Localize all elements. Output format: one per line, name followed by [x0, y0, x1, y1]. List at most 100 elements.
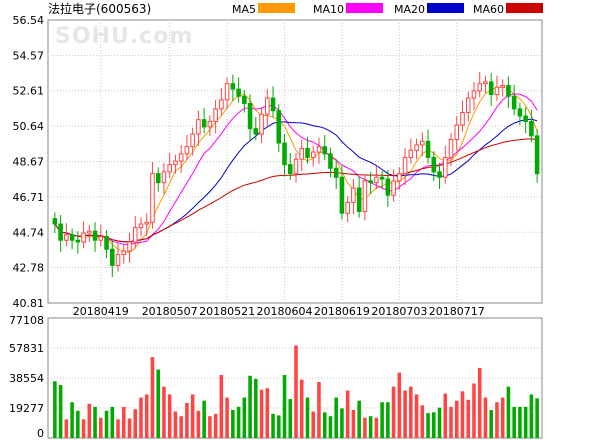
candle-body-up: [173, 160, 178, 166]
volume-bar: [254, 378, 258, 438]
candle-body-up: [64, 234, 69, 241]
volume-bar: [127, 418, 132, 438]
volume-bar: [512, 406, 516, 438]
candle-body-up: [87, 230, 92, 234]
volume-bar: [156, 369, 160, 438]
legend-swatch-ma20: [427, 3, 464, 13]
volume-bar: [294, 345, 298, 438]
candle-body-up: [127, 241, 132, 252]
candle-body-down: [201, 119, 207, 128]
volume-bar: [454, 400, 459, 438]
candle-body-down: [529, 120, 534, 137]
date-tick-label: 20180419: [73, 305, 129, 318]
candle-body-up: [224, 83, 230, 101]
candle-body-up: [316, 146, 322, 153]
candle-body-down: [236, 88, 241, 97]
candle-body-up: [465, 97, 471, 113]
volume-bar: [185, 402, 189, 438]
volume-bar: [518, 406, 522, 438]
candle-body-down: [511, 95, 517, 110]
candle-body-up: [121, 250, 127, 256]
volume-bar: [363, 417, 367, 438]
volume-bar: [317, 381, 321, 438]
date-axis: 20180419 20180507 20180521 20180604 20180619…: [73, 305, 485, 318]
candle-body-down: [247, 102, 253, 130]
date-tick-label: 20180717: [429, 305, 485, 318]
candle-body-up: [132, 227, 138, 243]
volume-bar: [472, 383, 476, 438]
stock-title: 法拉电子(600563): [48, 1, 151, 16]
candle-body-up: [477, 83, 482, 92]
volume-bar: [276, 415, 281, 438]
candle-body-down: [488, 81, 494, 95]
volume-bar: [196, 410, 201, 438]
volume-bar: [500, 397, 505, 438]
volume-bar: [391, 386, 396, 438]
candle-body-up: [265, 97, 270, 115]
volume-bar: [409, 386, 413, 438]
candle-body-down: [368, 180, 373, 184]
volume-bar: [351, 409, 356, 438]
candle-body-down: [322, 146, 327, 155]
candle-body-down: [276, 110, 282, 144]
volume-bar: [523, 406, 528, 438]
volume-bar: [87, 403, 92, 438]
volume-bar: [231, 409, 235, 438]
volume-bar: [460, 391, 465, 438]
volume-tick-label: 0: [37, 427, 44, 440]
volume-bar: [219, 374, 224, 438]
volume-bar: [162, 386, 166, 438]
candle-body-down: [282, 142, 287, 166]
volume-bar: [81, 419, 86, 438]
candle-body-up: [345, 201, 350, 214]
candle-body-down: [339, 176, 345, 214]
volume-bar: [311, 411, 316, 438]
volume-bar: [144, 394, 149, 438]
legend-label-ma5: MA5: [232, 3, 256, 16]
volume-bar: [334, 397, 338, 438]
volume-bar: [449, 406, 453, 438]
candle-body-down: [75, 239, 81, 243]
volume-bar: [265, 388, 270, 438]
candle-body-down: [69, 234, 75, 241]
candle-body-down: [333, 167, 339, 178]
volume-bar: [506, 386, 511, 438]
volume-bar: [374, 417, 379, 438]
volume-bar: [386, 402, 390, 438]
volume-bar: [477, 367, 482, 438]
volume-bar: [529, 394, 534, 438]
volume-bar: [248, 375, 252, 438]
candle-body-down: [517, 108, 523, 117]
volume-bar: [116, 419, 120, 438]
volume-bar: [99, 417, 103, 438]
volume-y-axis: 77108 57831 38554 19277 0: [9, 314, 44, 440]
price-tick-label: 50.64: [13, 120, 45, 133]
volume-bar: [495, 402, 499, 438]
candle-body-up: [167, 164, 172, 173]
candle-body-up: [471, 90, 477, 99]
volume-bar: [340, 408, 344, 438]
candle-body-up: [293, 158, 299, 175]
price-tick-label: 52.61: [13, 85, 45, 98]
price-tick-label: 56.54: [13, 14, 45, 27]
candle-body-down: [242, 95, 247, 104]
volume-bars: [53, 345, 539, 438]
volume-bar: [483, 397, 488, 438]
volume-bar: [345, 390, 350, 438]
date-tick-label: 20180703: [371, 305, 427, 318]
volume-bar: [282, 374, 287, 438]
price-tick-label: 40.81: [13, 297, 45, 310]
price-tick-label: 42.78: [13, 262, 45, 275]
candle-body-down: [92, 230, 98, 241]
candle-body-down: [437, 171, 442, 178]
candle-body-up: [98, 236, 104, 241]
volume-bar: [242, 397, 247, 438]
volume-bar: [357, 400, 361, 438]
candle-body-up: [213, 108, 218, 122]
volume-bar: [208, 416, 212, 438]
candle-body-up: [115, 254, 121, 266]
volume-bar: [225, 397, 229, 438]
volume-bar: [202, 400, 206, 438]
candle-body-down: [52, 218, 58, 225]
candle-body-down: [110, 248, 115, 266]
